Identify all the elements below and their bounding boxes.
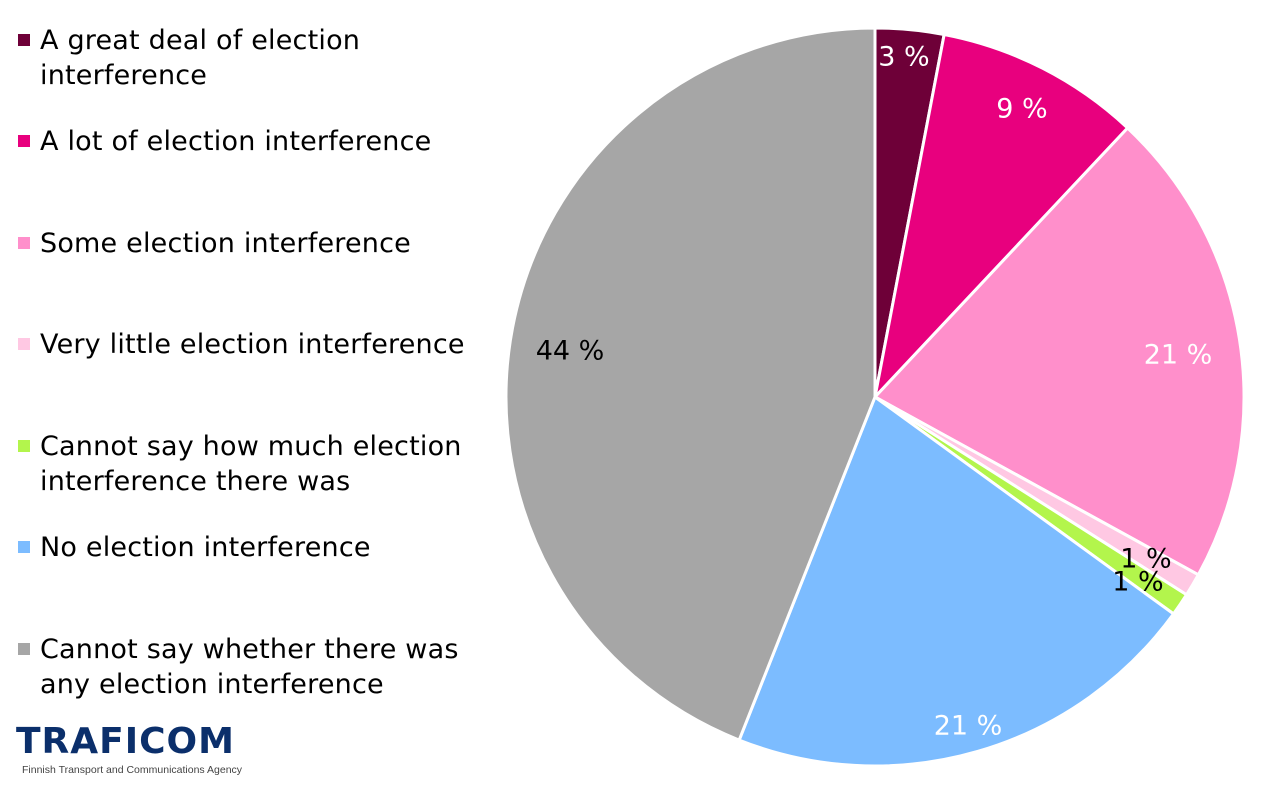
legend-swatch: [18, 541, 30, 553]
legend-item-some: Some election interference: [18, 226, 411, 261]
pie-slice: [737, 395, 1176, 768]
legend-label: Cannot say how much election interference…: [40, 431, 462, 497]
logo-subtitle: Finnish Transport and Communications Age…: [22, 764, 243, 776]
legend-label: Some election interference: [40, 228, 411, 259]
pie-slice: [504, 26, 877, 742]
traficom-logo: TRAFICOM Finnish Transport and Communica…: [16, 721, 243, 777]
legend-item-great-deal: A great deal of election interference: [18, 23, 360, 93]
slice-value-label: 9 %: [996, 94, 1047, 125]
legend-item-a-lot: A lot of election interference: [18, 124, 431, 159]
pie-slice: [873, 33, 1130, 399]
slice-value-label: 3 %: [878, 42, 929, 73]
slice-value-label: 1 %: [1112, 567, 1163, 598]
slice-value-label: 44 %: [536, 336, 605, 367]
legend-swatch: [18, 440, 30, 452]
pie-slice: [873, 126, 1246, 577]
legend-item-cannot-say-how-much: Cannot say how much election interference…: [18, 429, 462, 499]
legend-label: A lot of election interference: [40, 126, 432, 157]
legend-swatch: [18, 237, 30, 249]
legend-label: Very little election interference: [40, 329, 465, 360]
legend-item-very-little: Very little election interference: [18, 327, 465, 362]
legend-swatch: [18, 135, 30, 147]
legend-label: Cannot say whether there was any election…: [40, 634, 459, 700]
legend-label: No election interference: [40, 532, 371, 563]
pie-slices: [504, 26, 1246, 768]
slice-value-label: 21 %: [1144, 340, 1213, 371]
legend-label: A great deal of election interference: [40, 25, 361, 91]
legend-item-cannot-say-whether: Cannot say whether there was any election…: [18, 632, 459, 702]
slice-value-label: 21 %: [934, 711, 1003, 742]
legend-swatch: [18, 338, 30, 350]
logo-wordmark: TRAFICOM: [16, 721, 235, 762]
legend-item-no-interference: No election interference: [18, 530, 371, 565]
legend-swatch: [18, 34, 30, 46]
legend-swatch: [18, 643, 30, 655]
slice-value-label: 1 %: [1120, 544, 1171, 575]
pie-labels: 3 % 9 % 21 % 1 %1 % 21 % 44 %: [536, 42, 1213, 742]
